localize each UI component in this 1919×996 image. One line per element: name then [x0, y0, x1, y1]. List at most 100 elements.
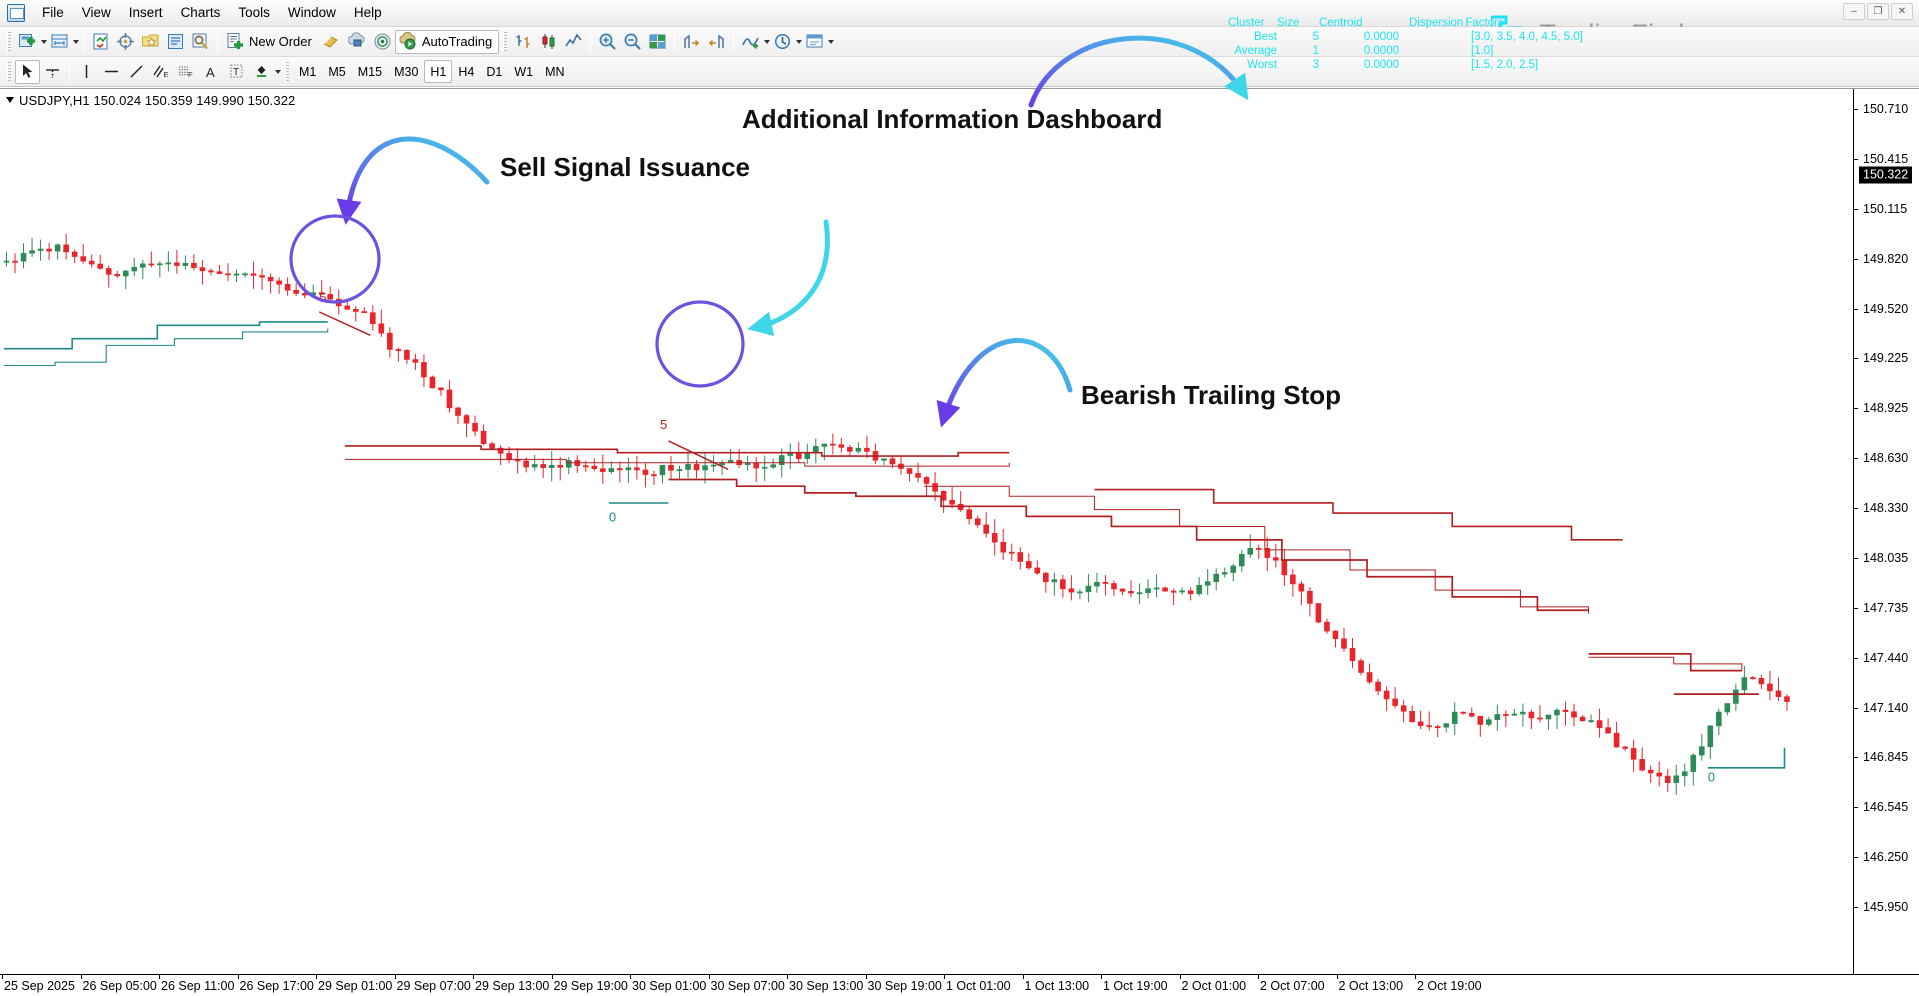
chart-area[interactable]: USDJPY,H1 150.024 150.359 149.990 150.32… — [0, 88, 1919, 996]
timeframe-mn[interactable]: MN — [545, 64, 565, 79]
text-tool[interactable]: A — [199, 60, 224, 84]
chart-plot[interactable]: USDJPY,H1 150.024 150.359 149.990 150.32… — [0, 89, 1853, 974]
price-tick — [1854, 607, 1858, 609]
time-label: 29 Sep 01:00 — [318, 979, 393, 993]
equidistant-channel-tool[interactable]: E — [149, 60, 174, 84]
time-tick — [473, 975, 474, 979]
time-tick — [865, 975, 867, 979]
dashboard-centroid-average: 0.0000 — [1363, 45, 1399, 57]
crosshair-tool[interactable] — [40, 60, 65, 84]
time-label: 29 Sep 13:00 — [475, 979, 550, 993]
restore-button[interactable]: ❐ — [1867, 3, 1889, 20]
autotrading-button[interactable]: AutoTrading — [394, 29, 500, 54]
menu-window[interactable]: Window — [287, 5, 336, 20]
menu-file[interactable]: File — [42, 5, 64, 20]
fibonacci-icon: F — [179, 66, 193, 79]
menu-tools[interactable]: Tools — [238, 5, 270, 20]
toolbar-grip[interactable] — [503, 31, 508, 52]
auto-scroll-button[interactable] — [704, 30, 729, 54]
time-label: 30 Sep 07:00 — [710, 979, 785, 993]
zoom-in-button[interactable] — [595, 30, 620, 54]
candlestick-icon — [542, 34, 555, 49]
horizontal-line-tool[interactable] — [99, 60, 124, 84]
signal-icon — [374, 33, 391, 50]
toolbar-grip[interactable] — [285, 61, 289, 82]
price-label: 146.845 — [1863, 750, 1909, 765]
menu-insert[interactable]: Insert — [128, 5, 163, 20]
time-tick — [159, 975, 160, 979]
indicators-button[interactable] — [738, 30, 763, 54]
tile-windows-button[interactable] — [645, 30, 670, 54]
terminal-button[interactable] — [163, 30, 188, 54]
period-button[interactable] — [770, 30, 795, 54]
timeframe-h1[interactable]: H1 — [424, 60, 453, 83]
price-axis[interactable]: 150.710 150.415 150.115 149.820 149.520 149.2… — [1853, 89, 1919, 974]
profiles-icon — [51, 34, 68, 48]
line-chart-button[interactable] — [561, 30, 586, 54]
period-dropdown[interactable] — [796, 39, 803, 44]
timeframe-m30[interactable]: M30 — [394, 64, 419, 79]
profiles-dropdown[interactable] — [73, 39, 79, 44]
text-label-tool[interactable]: T — [224, 60, 249, 84]
menu-charts[interactable]: Charts — [180, 5, 221, 20]
dashboard-centroid-worst: 0.0000 — [1363, 59, 1399, 71]
dashboard-size-worst: 3 — [1312, 59, 1319, 71]
shapes-tool[interactable] — [249, 60, 274, 84]
templates-dropdown[interactable] — [828, 39, 835, 44]
zoom-out-icon — [624, 33, 641, 50]
timeframe-m1[interactable]: M1 — [299, 64, 317, 79]
close-button[interactable]: ✕ — [1891, 3, 1913, 20]
price-tick — [1854, 308, 1858, 310]
expert-advisors-button[interactable] — [345, 30, 370, 54]
favorites-button[interactable] — [138, 30, 163, 54]
chart-shift-button[interactable] — [679, 30, 704, 54]
new-chart-button[interactable] — [15, 30, 40, 54]
navigator-button[interactable] — [113, 30, 138, 54]
indicators-dropdown[interactable] — [764, 39, 771, 44]
menu-help[interactable]: Help — [353, 5, 382, 20]
price-tick — [1854, 158, 1858, 160]
market-watch-button[interactable] — [88, 30, 113, 54]
shapes-dropdown[interactable] — [275, 69, 281, 74]
cursor-tool[interactable] — [15, 59, 40, 84]
annotation-trailing-stop: Bearish Trailing Stop — [1081, 380, 1342, 410]
time-axis[interactable]: 25 Sep 2025 26 Sep 05:00 26 Sep 11:00 26 Se… — [0, 974, 1919, 996]
line-chart-icon — [565, 33, 582, 47]
menu-view[interactable]: View — [81, 5, 111, 20]
new-order-icon — [227, 33, 243, 49]
bar-chart-button[interactable] — [511, 30, 536, 54]
timeframe-m15[interactable]: M15 — [357, 64, 383, 79]
timeframe-w1[interactable]: W1 — [514, 64, 534, 79]
candlestick-chart-button[interactable] — [536, 30, 561, 54]
signal-button[interactable] — [370, 30, 395, 54]
time-tick — [551, 975, 553, 979]
profiles-button[interactable] — [47, 30, 72, 54]
chart-collapse-icon[interactable] — [6, 97, 14, 103]
price-label: 150.710 — [1863, 102, 1909, 116]
metaeditor-button[interactable] — [319, 30, 345, 54]
price-tick — [1854, 358, 1858, 360]
timeframe-h4[interactable]: H4 — [458, 64, 475, 79]
new-order-button[interactable]: New Order — [222, 30, 319, 54]
toolbar-grip[interactable] — [7, 61, 11, 82]
strategy-tester-button[interactable] — [188, 30, 213, 54]
price-tick — [1854, 707, 1858, 709]
timeframe-m5[interactable]: M5 — [328, 64, 346, 79]
dashboard-cluster-worst: Worst — [1247, 59, 1277, 71]
toolbar-grip[interactable] — [7, 31, 11, 52]
navigator-icon — [117, 33, 134, 50]
dashboard-centroid-best: 0.0000 — [1363, 31, 1399, 43]
zoom-out-button[interactable] — [620, 30, 645, 54]
expert-advisors-icon — [347, 32, 365, 47]
autotrading-icon — [399, 32, 416, 50]
fibonacci-tool[interactable]: F — [174, 60, 199, 84]
time-label: 1 Oct 01:00 — [946, 979, 1011, 993]
clock-icon — [775, 33, 791, 50]
vertical-line-tool[interactable] — [74, 60, 99, 84]
timeframe-d1[interactable]: D1 — [486, 64, 503, 79]
time-label: 25 Sep 2025 — [4, 979, 75, 993]
templates-button[interactable] — [802, 30, 827, 54]
minimize-button[interactable]: – — [1843, 3, 1865, 20]
new-chart-dropdown[interactable] — [41, 39, 47, 44]
trendline-tool[interactable] — [124, 60, 149, 84]
